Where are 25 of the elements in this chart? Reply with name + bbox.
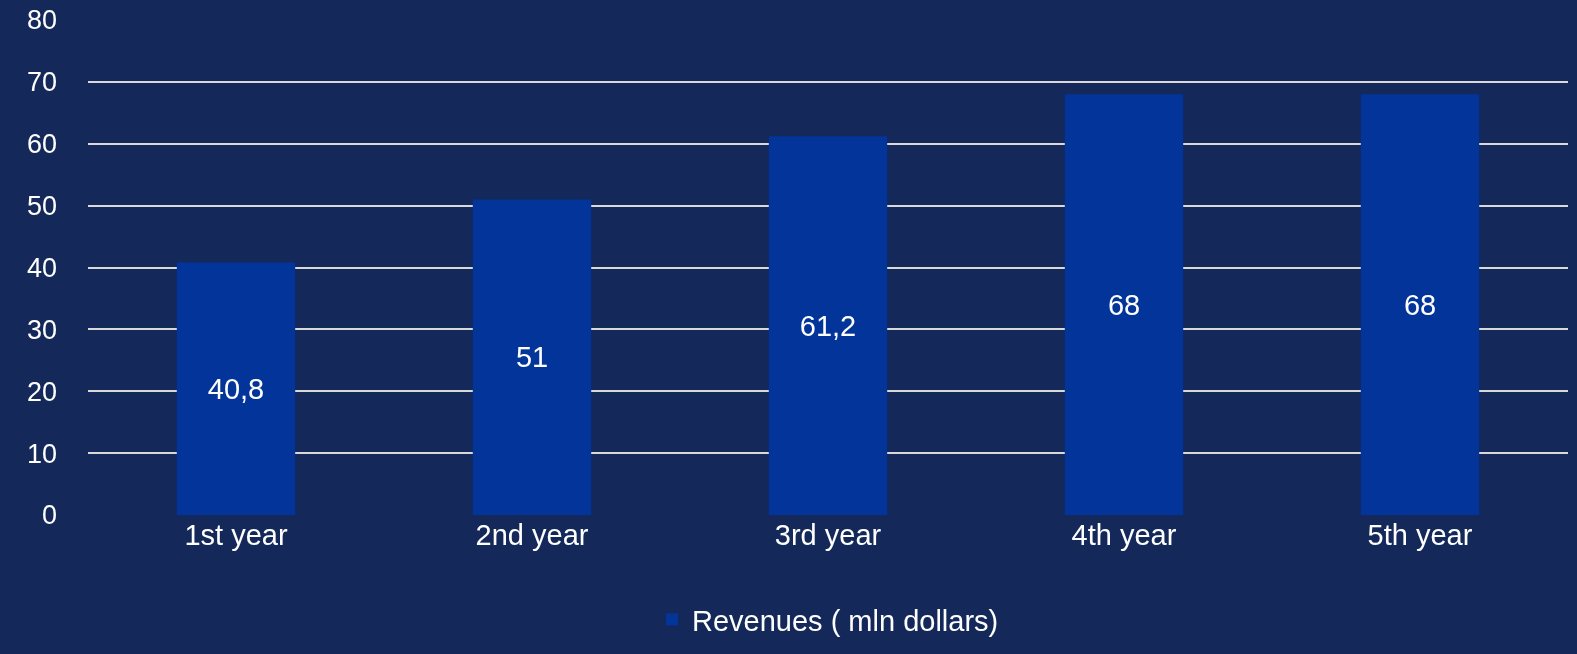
y-tick-label: 80 (26, 5, 57, 36)
y-tick-label: 10 (26, 438, 57, 469)
x-tick-label: 5th year (1367, 519, 1473, 551)
bar (176, 262, 296, 515)
y-tick-label: 70 (26, 67, 57, 98)
y-tick-label: 20 (26, 376, 57, 407)
x-tick-label: 2nd year (475, 519, 589, 551)
bar (1360, 94, 1480, 515)
data-label: 40,8 (207, 372, 265, 405)
bar (472, 199, 592, 515)
y-tick-label: 50 (26, 191, 57, 222)
x-tick-label: 3rd year (774, 519, 882, 551)
data-label: 51 (515, 341, 549, 374)
bar (768, 136, 888, 515)
y-tick-label: 60 (26, 129, 57, 160)
legend-label: Revenues ( mln dollars) (692, 604, 999, 637)
bar (1064, 94, 1184, 515)
data-label: 68 (1107, 288, 1141, 321)
y-tick-label: 40 (26, 252, 57, 283)
y-tick-label: 30 (26, 314, 57, 345)
x-tick-label: 4th year (1071, 519, 1177, 551)
x-tick-label: 1st year (184, 519, 288, 551)
data-label: 61,2 (799, 309, 857, 342)
data-label: 68 (1403, 288, 1437, 321)
y-tick-label: 0 (41, 500, 57, 531)
